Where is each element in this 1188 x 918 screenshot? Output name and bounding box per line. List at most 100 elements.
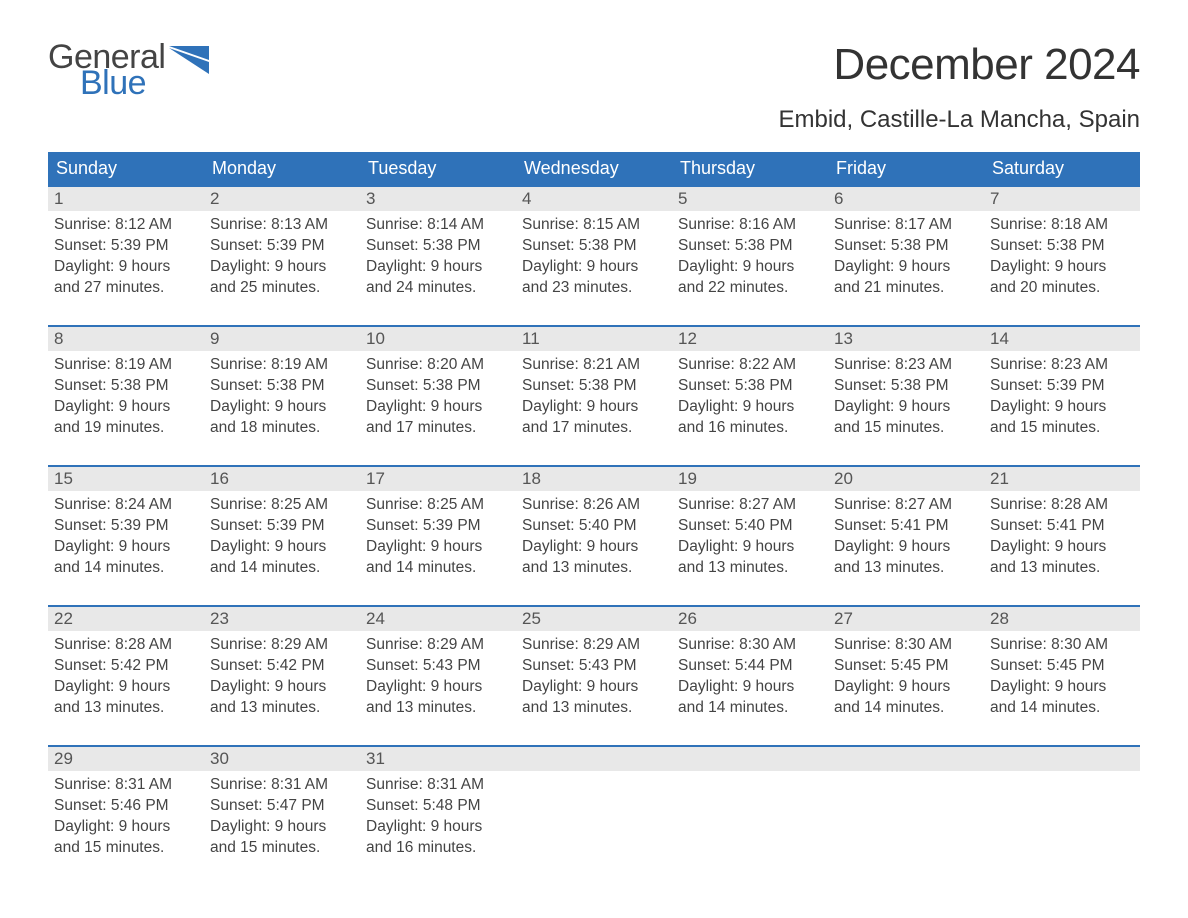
day-number: 30 [204, 747, 360, 771]
calendar-week-row: 29Sunrise: 8:31 AMSunset: 5:46 PMDayligh… [48, 745, 1140, 871]
sunrise-line: Sunrise: 8:20 AM [366, 355, 510, 376]
daylight-line2: and 27 minutes. [54, 278, 198, 299]
calendar-day-cell [672, 747, 828, 871]
sunset-line: Sunset: 5:45 PM [834, 656, 978, 677]
sunrise-line: Sunrise: 8:25 AM [366, 495, 510, 516]
weekday-header-row: Sunday Monday Tuesday Wednesday Thursday… [48, 152, 1140, 185]
daylight-line1: Daylight: 9 hours [366, 257, 510, 278]
daylight-line1: Daylight: 9 hours [210, 257, 354, 278]
calendar-week-row: 1Sunrise: 8:12 AMSunset: 5:39 PMDaylight… [48, 185, 1140, 311]
day-number: 24 [360, 607, 516, 631]
sunset-line: Sunset: 5:43 PM [522, 656, 666, 677]
sunset-line: Sunset: 5:38 PM [522, 236, 666, 257]
calendar: Sunday Monday Tuesday Wednesday Thursday… [48, 152, 1140, 871]
daylight-line1: Daylight: 9 hours [522, 537, 666, 558]
calendar-week-row: 22Sunrise: 8:28 AMSunset: 5:42 PMDayligh… [48, 605, 1140, 731]
daylight-line2: and 13 minutes. [210, 698, 354, 719]
logo-triangle-icon [169, 46, 209, 74]
top-bar: General Blue December 2024 Embid, Castil… [48, 40, 1140, 134]
sunrise-line: Sunrise: 8:29 AM [366, 635, 510, 656]
calendar-day-cell: 14Sunrise: 8:23 AMSunset: 5:39 PMDayligh… [984, 327, 1140, 451]
daylight-line1: Daylight: 9 hours [54, 817, 198, 838]
day-number: 11 [516, 327, 672, 351]
sunset-line: Sunset: 5:38 PM [366, 236, 510, 257]
day-body: Sunrise: 8:15 AMSunset: 5:38 PMDaylight:… [516, 211, 672, 311]
sunrise-line: Sunrise: 8:17 AM [834, 215, 978, 236]
calendar-day-cell: 19Sunrise: 8:27 AMSunset: 5:40 PMDayligh… [672, 467, 828, 591]
sunset-line: Sunset: 5:39 PM [990, 376, 1134, 397]
day-body: Sunrise: 8:31 AMSunset: 5:48 PMDaylight:… [360, 771, 516, 871]
sunrise-line: Sunrise: 8:30 AM [678, 635, 822, 656]
day-number: 22 [48, 607, 204, 631]
sunrise-line: Sunrise: 8:23 AM [990, 355, 1134, 376]
sunset-line: Sunset: 5:47 PM [210, 796, 354, 817]
sunrise-line: Sunrise: 8:31 AM [210, 775, 354, 796]
daylight-line2: and 23 minutes. [522, 278, 666, 299]
daylight-line1: Daylight: 9 hours [210, 817, 354, 838]
sunrise-line: Sunrise: 8:31 AM [54, 775, 198, 796]
calendar-day-cell: 9Sunrise: 8:19 AMSunset: 5:38 PMDaylight… [204, 327, 360, 451]
weekday-header: Friday [828, 152, 984, 185]
day-body: Sunrise: 8:25 AMSunset: 5:39 PMDaylight:… [360, 491, 516, 591]
calendar-day-cell: 3Sunrise: 8:14 AMSunset: 5:38 PMDaylight… [360, 187, 516, 311]
day-number: 2 [204, 187, 360, 211]
day-body: Sunrise: 8:30 AMSunset: 5:45 PMDaylight:… [828, 631, 984, 731]
day-body: Sunrise: 8:13 AMSunset: 5:39 PMDaylight:… [204, 211, 360, 311]
daylight-line2: and 14 minutes. [54, 558, 198, 579]
day-number: 7 [984, 187, 1140, 211]
sunset-line: Sunset: 5:43 PM [366, 656, 510, 677]
sunset-line: Sunset: 5:39 PM [366, 516, 510, 537]
daylight-line1: Daylight: 9 hours [54, 677, 198, 698]
sunrise-line: Sunrise: 8:22 AM [678, 355, 822, 376]
calendar-day-cell: 12Sunrise: 8:22 AMSunset: 5:38 PMDayligh… [672, 327, 828, 451]
sunrise-line: Sunrise: 8:14 AM [366, 215, 510, 236]
day-number: 29 [48, 747, 204, 771]
day-number: 14 [984, 327, 1140, 351]
day-body: Sunrise: 8:29 AMSunset: 5:43 PMDaylight:… [360, 631, 516, 731]
calendar-day-cell: 20Sunrise: 8:27 AMSunset: 5:41 PMDayligh… [828, 467, 984, 591]
calendar-day-cell: 28Sunrise: 8:30 AMSunset: 5:45 PMDayligh… [984, 607, 1140, 731]
calendar-day-cell [828, 747, 984, 871]
day-number: 6 [828, 187, 984, 211]
calendar-day-cell: 18Sunrise: 8:26 AMSunset: 5:40 PMDayligh… [516, 467, 672, 591]
calendar-day-cell: 30 Sunrise: 8:31 AMSunset: 5:47 PMDayligh… [204, 747, 360, 871]
daylight-line1: Daylight: 9 hours [678, 537, 822, 558]
sunrise-line: Sunrise: 8:18 AM [990, 215, 1134, 236]
sunrise-line: Sunrise: 8:25 AM [210, 495, 354, 516]
day-body: Sunrise: 8:14 AMSunset: 5:38 PMDaylight:… [360, 211, 516, 311]
sunset-line: Sunset: 5:40 PM [522, 516, 666, 537]
daylight-line1: Daylight: 9 hours [834, 677, 978, 698]
day-body: Sunrise: 8:18 AMSunset: 5:38 PMDaylight:… [984, 211, 1140, 311]
calendar-day-cell: 21Sunrise: 8:28 AMSunset: 5:41 PMDayligh… [984, 467, 1140, 591]
sunrise-line: Sunrise: 8:12 AM [54, 215, 198, 236]
day-number [672, 747, 828, 771]
calendar-day-cell: 4Sunrise: 8:15 AMSunset: 5:38 PMDaylight… [516, 187, 672, 311]
calendar-day-cell: 29Sunrise: 8:31 AMSunset: 5:46 PMDayligh… [48, 747, 204, 871]
sunset-line: Sunset: 5:48 PM [366, 796, 510, 817]
sunset-line: Sunset: 5:38 PM [834, 236, 978, 257]
daylight-line1: Daylight: 9 hours [54, 397, 198, 418]
day-number: 28 [984, 607, 1140, 631]
sunrise-line: Sunrise: 8:13 AM [210, 215, 354, 236]
daylight-line2: and 16 minutes. [366, 838, 510, 859]
calendar-day-cell: 16Sunrise: 8:25 AMSunset: 5:39 PMDayligh… [204, 467, 360, 591]
day-body: Sunrise: 8:28 AMSunset: 5:41 PMDaylight:… [984, 491, 1140, 591]
sunset-line: Sunset: 5:38 PM [678, 376, 822, 397]
day-body: Sunrise: 8:27 AMSunset: 5:41 PMDaylight:… [828, 491, 984, 591]
sunset-line: Sunset: 5:39 PM [210, 236, 354, 257]
sunset-line: Sunset: 5:40 PM [678, 516, 822, 537]
sunrise-line: Sunrise: 8:27 AM [678, 495, 822, 516]
daylight-line2: and 17 minutes. [366, 418, 510, 439]
daylight-line2: and 17 minutes. [522, 418, 666, 439]
daylight-line2: and 13 minutes. [990, 558, 1134, 579]
calendar-day-cell: 6Sunrise: 8:17 AMSunset: 5:38 PMDaylight… [828, 187, 984, 311]
day-number: 8 [48, 327, 204, 351]
day-number: 16 [204, 467, 360, 491]
calendar-day-cell: 5Sunrise: 8:16 AMSunset: 5:38 PMDaylight… [672, 187, 828, 311]
calendar-week-row: 8Sunrise: 8:19 AMSunset: 5:38 PMDaylight… [48, 325, 1140, 451]
month-title: December 2024 [778, 40, 1140, 90]
sunset-line: Sunset: 5:39 PM [54, 236, 198, 257]
sunset-line: Sunset: 5:41 PM [990, 516, 1134, 537]
calendar-day-cell: 31Sunrise: 8:31 AMSunset: 5:48 PMDayligh… [360, 747, 516, 871]
daylight-line2: and 15 minutes. [210, 838, 354, 859]
